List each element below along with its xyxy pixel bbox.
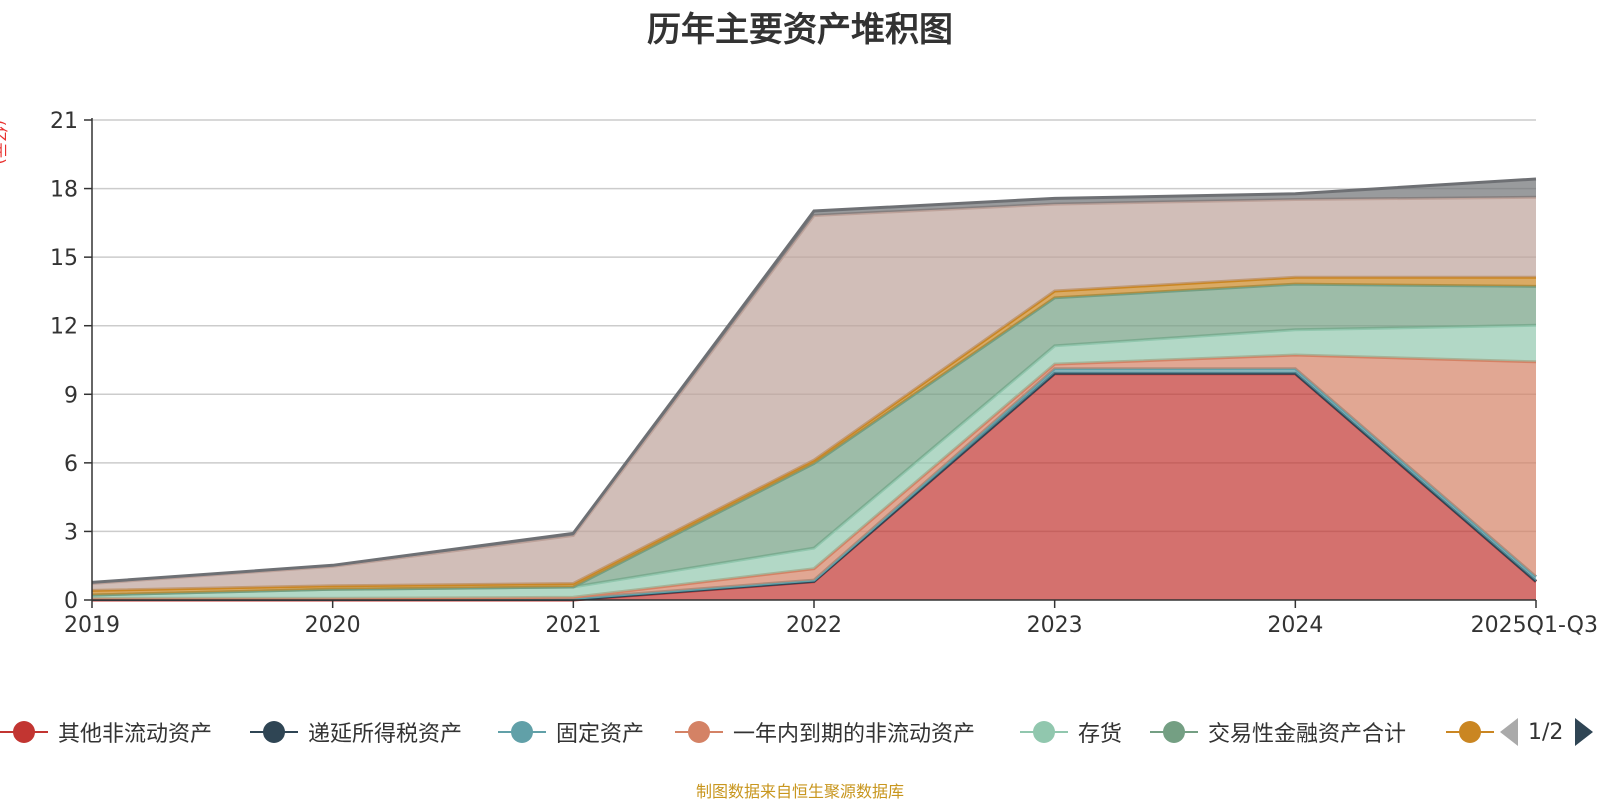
area-series-0[interactable]: [92, 373, 1536, 600]
y-axis-ticks: 0 3 6 9 12 15 18 21: [50, 109, 92, 614]
y-tick-label: 18: [50, 178, 78, 203]
legend-symbol-icon: [0, 712, 48, 752]
x-tick-label: 2025Q1-Q3: [1471, 613, 1598, 638]
area-series-3[interactable]: [92, 355, 1536, 599]
x-axis-ticks: 2019 2020 2021 2022 2023 2024 2025Q1-Q3: [64, 600, 1598, 638]
y-tick-label: 21: [50, 109, 78, 134]
x-tick-label: 2023: [1027, 613, 1083, 638]
legend-symbol-icon: [1446, 712, 1494, 752]
y-tick-label: 3: [64, 520, 78, 545]
y-tick-label: 6: [64, 452, 78, 477]
area-series-5[interactable]: [92, 284, 1536, 595]
chart-legend: 其他非流动资产 递延所得税资产 固定资产 一年内到期的非流动资产 存货 交易性金融资产合计: [0, 712, 1600, 752]
y-tick-label: 15: [50, 246, 78, 271]
y-tick-label: 12: [50, 315, 78, 340]
area-series-4[interactable]: [92, 325, 1536, 599]
x-tick-label: 2024: [1267, 613, 1323, 638]
legend-prev-page-icon[interactable]: [1500, 718, 1518, 746]
legend-label: 交易性金融资产合计: [1208, 722, 1407, 747]
area-series-group: [91, 177, 1537, 602]
legend-symbol-icon: [498, 712, 546, 752]
y-tick-label: 9: [64, 383, 78, 408]
stacked-area-chart: 0 3 6 9 12 15 18 21 2019 2020 2021 2022 2023 2024 202…: [50, 109, 1598, 638]
x-tick-label: 2020: [305, 613, 361, 638]
legend-symbol-icon: [1020, 712, 1068, 752]
x-tick-label: 2019: [64, 613, 120, 638]
y-tick-label: 0: [64, 589, 78, 614]
legend-item-5[interactable]: 交易性金融资产合计: [1150, 712, 1406, 752]
legend-label: 存货: [1078, 722, 1123, 747]
chart-title: 历年主要资产堆积图: [647, 10, 953, 50]
legend-label: 一年内到期的非流动资产: [733, 722, 976, 747]
legend-item-2[interactable]: 固定资产: [498, 712, 644, 752]
legend-item-3[interactable]: 一年内到期的非流动资产: [675, 712, 975, 752]
legend-label: 递延所得税资产: [308, 722, 463, 747]
legend-symbol-icon: [675, 712, 723, 752]
legend-symbol-icon: [1150, 712, 1198, 752]
legend-label: 固定资产: [556, 722, 645, 747]
legend-label: 其他非流动资产: [58, 722, 213, 747]
legend-next-page-icon[interactable]: [1575, 718, 1594, 746]
legend-symbol-icon: [250, 712, 298, 752]
legend-item-6[interactable]: [1446, 712, 1494, 752]
legend-page-indicator: 1/2: [1528, 719, 1564, 745]
legend-item-0[interactable]: 其他非流动资产: [0, 712, 212, 752]
x-tick-label: 2021: [545, 613, 601, 638]
series-line-8: [91, 177, 1537, 584]
data-source-note: 制图数据来自恒生聚源数据库: [695, 782, 904, 801]
x-tick-label: 2022: [786, 613, 842, 638]
legend-pager: 1/2: [1500, 712, 1594, 752]
legend-item-4[interactable]: 存货: [1020, 712, 1122, 752]
legend-item-1[interactable]: 递延所得税资产: [250, 712, 462, 752]
area-series-7[interactable]: [92, 197, 1536, 591]
